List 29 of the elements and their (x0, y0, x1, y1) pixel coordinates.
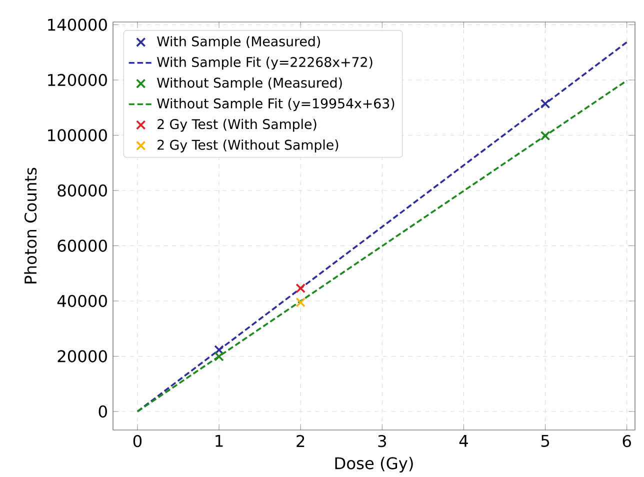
x-tick-label: 3 (378, 434, 386, 448)
legend-label: With Sample Fit (y=22268x+72) (157, 56, 372, 70)
y-tick-label: 60000 (58, 240, 107, 252)
y-tick-label: 0 (98, 405, 107, 418)
point (296, 297, 306, 308)
point (540, 98, 550, 109)
y-tick-label: 40000 (57, 294, 107, 308)
point (296, 283, 306, 294)
y-tick-label: 100000 (48, 129, 107, 142)
legend-label: With Sample (Measured) (157, 36, 320, 49)
x-tick-label: 5 (541, 434, 549, 447)
x-tick-label: 1 (216, 434, 223, 447)
y-tick-label: 80000 (58, 184, 107, 197)
legend-label: Without Sample Fit (y=19954x+63) (157, 98, 394, 111)
point (214, 344, 224, 355)
legend-label: Without Sample (Measured) (157, 77, 342, 90)
y-tick-label: 20000 (58, 350, 107, 362)
y-axis-title: Photon Counts (24, 168, 37, 284)
x-tick-label: 2 (296, 434, 304, 447)
point (214, 352, 224, 362)
y-tick-label: 140000 (48, 18, 107, 31)
legend-label: 2 Gy Test (Without Sample) (158, 139, 338, 152)
x-tick-label: 4 (459, 434, 468, 447)
x-axis-title: Dose (Gy) (335, 456, 413, 472)
legend-label: 2 Gy Test (With Sample) (158, 118, 316, 132)
x-tick-label: 0 (133, 434, 142, 448)
x-tick-label: 6 (622, 434, 631, 448)
y-tick-label: 120000 (48, 74, 107, 86)
point (540, 130, 550, 141)
